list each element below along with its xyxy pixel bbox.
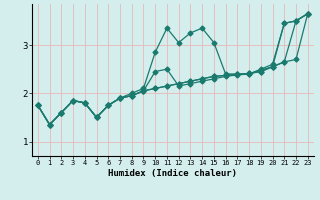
X-axis label: Humidex (Indice chaleur): Humidex (Indice chaleur) [108,169,237,178]
